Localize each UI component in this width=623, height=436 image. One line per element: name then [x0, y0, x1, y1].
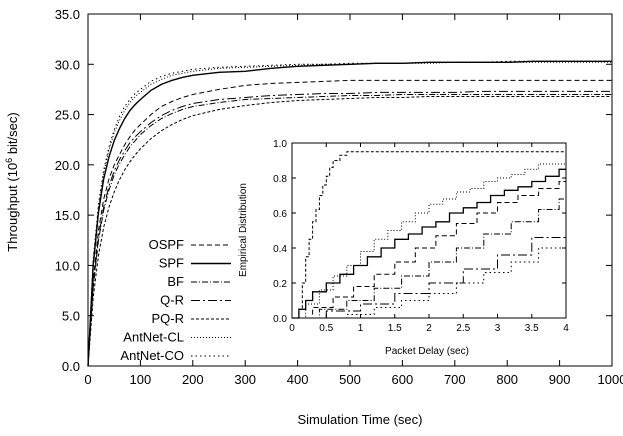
series-line-spf: [87, 60, 612, 367]
series-line-antnet-cl: [87, 61, 612, 367]
inset-plot: 0 0.5 1 1.5 2 2.5 3 3.5 4 0.0 0.2 0.4 0.6 0.8 1.0: [273, 139, 569, 334]
x-tick-label: 700: [444, 372, 466, 387]
legend-label: OSPF: [149, 237, 184, 252]
series-line-bf: [87, 94, 612, 367]
legend-label: PQ-R: [152, 311, 185, 326]
legend-label: AntNet-CL: [123, 330, 184, 345]
y-tick-label: 25.0: [55, 108, 80, 123]
inset-series-line-2: [292, 160, 567, 319]
y-axis-title-tail: bit/sec): [5, 112, 20, 158]
inset-x-tick-label: 4: [563, 323, 569, 334]
inset-y-tick-label: 1.0: [273, 139, 287, 150]
main-plot-frame: [87, 13, 613, 367]
x-tick-label: 400: [287, 372, 309, 387]
inset-x-tick-label: 0.5: [319, 323, 333, 334]
x-tick-label: 500: [339, 372, 361, 387]
legend: OSPF SPF BF Q-R PQ-R AntNet-CL AntNet-CO: [120, 237, 231, 363]
y-tick-label: 35.0: [55, 7, 80, 22]
y-axis-title: Throughput (106 bit/sec): [4, 112, 20, 251]
y-tick-label: 15.0: [55, 208, 80, 223]
inset-y-tick-label: 0.0: [273, 314, 287, 325]
inset-y-tick-label: 0.6: [273, 209, 287, 220]
inset-x-tick-label: 3.5: [525, 323, 539, 334]
inset-x-tick-label: 0: [289, 323, 295, 334]
inset-series-line-6: [292, 221, 567, 319]
y-axis-title-superscript: 6: [4, 158, 14, 163]
inset-y-tick-label: 0.8: [273, 174, 287, 185]
inset-series-line-3: [292, 168, 566, 319]
x-tick-label: 100: [130, 372, 152, 387]
y-tick-label: 0.0: [62, 359, 80, 374]
x-tick-label: 300: [234, 372, 256, 387]
inset-x-tick-label: 2.5: [456, 323, 470, 334]
inset-series-line-4: [292, 178, 567, 319]
x-tick-label: 200: [182, 372, 204, 387]
legend-label: SPF: [159, 256, 184, 271]
x-tick-label: 900: [549, 372, 571, 387]
inset-series-line-7: [292, 239, 567, 319]
main-plot: 0 100 200 300 400 500 600 700 800 900 10000.05.010…: [55, 7, 623, 387]
x-axis-title: Simulation Time (sec): [298, 412, 423, 427]
inset-x-tick-label: 1: [358, 323, 364, 334]
x-tick-label: 1000: [598, 372, 623, 387]
inset-frame: [291, 142, 567, 319]
inset-y-tick-label: 0.4: [273, 244, 287, 255]
inset-x-axis-title: Packet Delay (sec): [385, 346, 469, 357]
inset-x-tick-label: 2: [426, 323, 432, 334]
series-line-q-r: [87, 90, 612, 367]
legend-label: BF: [167, 274, 184, 289]
inset-x-tick-label: 3: [495, 323, 501, 334]
y-tick-label: 5.0: [62, 309, 80, 324]
y-tick-label: 30.0: [55, 57, 80, 72]
inset-series-line-1: [292, 151, 566, 319]
y-tick-label: 10.0: [55, 258, 80, 273]
inset-y-tick-label: 0.2: [273, 279, 287, 290]
inset-y-axis-title: Empirical Distribution: [238, 183, 249, 277]
y-tick-label: 20.0: [55, 158, 80, 173]
inset-x-tick-label: 1.5: [388, 323, 402, 334]
series-line-pq-r: [87, 96, 612, 367]
legend-label: AntNet-CO: [120, 348, 184, 363]
x-tick-label: 800: [496, 372, 518, 387]
y-axis-title-main: Throughput (10: [5, 163, 20, 252]
inset-series-line-5: [292, 195, 567, 319]
x-tick-label: 0: [84, 372, 91, 387]
legend-label: Q-R: [160, 293, 184, 308]
x-tick-label: 600: [392, 372, 414, 387]
